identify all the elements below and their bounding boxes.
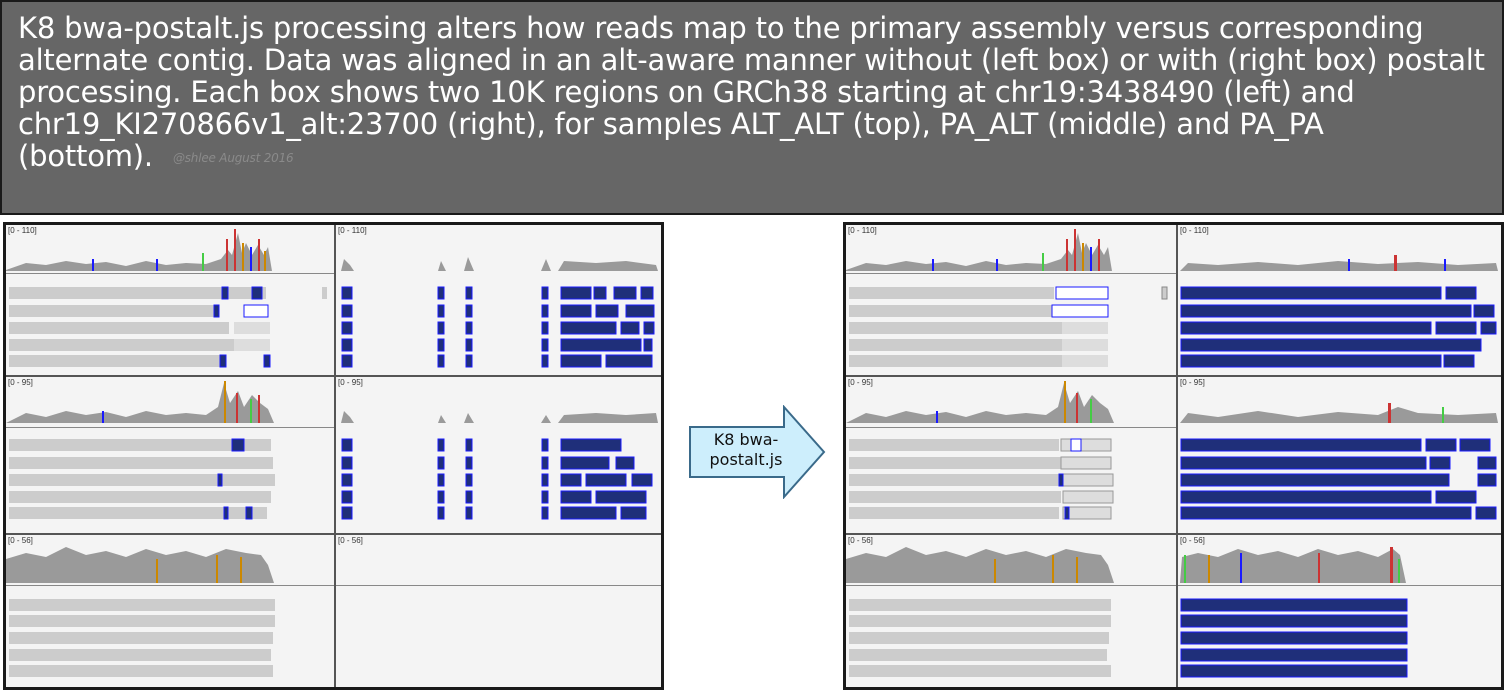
pane-pa-pa-alt-contig: [0 - 56]: [1178, 535, 1501, 687]
track-divider: [336, 585, 661, 586]
pane-alt-alt-primary: [0 - 110]: [6, 225, 334, 375]
arrow-label: K8 bwa-postalt.js: [709, 430, 783, 469]
alignment-track: [1180, 255, 1498, 368]
coverage-range-label: [0 - 110]: [338, 226, 367, 235]
alignment-track: [1180, 403, 1498, 520]
pane-pa-pa-primary: [0 - 56]: [846, 535, 1176, 687]
pane-pa-pa-primary: [0 - 56]: [6, 535, 334, 687]
track-divider: [846, 585, 1176, 586]
track-divider: [6, 427, 334, 428]
coverage-range-label: [0 - 110]: [848, 226, 877, 235]
right-box-with-postalt: [0 - 110] [0 - 110]: [843, 222, 1504, 690]
coverage-range-label: [0 - 95]: [848, 378, 873, 387]
coverage-range-label: [0 - 56]: [848, 536, 873, 545]
column-divider: [334, 225, 336, 687]
track-divider: [6, 585, 334, 586]
alignment-track: [6, 381, 275, 520]
caption-panel: K8 bwa-postalt.js processing alters how …: [0, 0, 1504, 215]
alignment-track: [341, 257, 658, 368]
caption-body: K8 bwa-postalt.js processing alters how …: [18, 11, 1485, 173]
coverage-range-label: [0 - 110]: [1180, 226, 1209, 235]
credit-watermark: @shlee August 2016: [172, 151, 294, 165]
pane-alt-alt-primary: [0 - 110]: [846, 225, 1176, 375]
pane-alt-alt-alt-contig: [0 - 110]: [1178, 225, 1501, 375]
pane-pa-alt-alt-contig: [0 - 95]: [1178, 377, 1501, 533]
row-divider: [846, 375, 1501, 377]
row-divider: [6, 375, 661, 377]
row-divider: [846, 533, 1501, 535]
column-divider: [1176, 225, 1178, 687]
coverage-range-label: [0 - 56]: [1180, 536, 1205, 545]
caption-text: K8 bwa-postalt.js processing alters how …: [18, 12, 1498, 174]
pane-pa-pa-alt-contig: [0 - 56]: [336, 535, 661, 687]
alignment-track: [1180, 547, 1408, 678]
alignment-track: [6, 547, 275, 677]
coverage-range-label: [0 - 95]: [1180, 378, 1205, 387]
track-divider: [1178, 585, 1501, 586]
alignment-track: [846, 547, 1114, 677]
row-divider: [6, 533, 661, 535]
alignment-track: [846, 381, 1114, 520]
pane-alt-alt-alt-contig: [0 - 110]: [336, 225, 661, 375]
alignment-track: [846, 229, 1168, 367]
coverage-range-label: [0 - 56]: [338, 536, 363, 545]
left-box-without-postalt: [0 - 110]: [3, 222, 664, 690]
coverage-range-label: [0 - 95]: [8, 378, 33, 387]
track-divider: [6, 273, 334, 274]
coverage-range-label: [0 - 110]: [8, 226, 37, 235]
pane-pa-alt-primary: [0 - 95]: [6, 377, 334, 533]
track-divider: [846, 427, 1176, 428]
track-divider: [846, 273, 1176, 274]
coverage-range-label: [0 - 95]: [338, 378, 363, 387]
coverage-range-label: [0 - 56]: [8, 536, 33, 545]
alignment-track: [6, 229, 327, 368]
process-arrow: [689, 405, 826, 499]
alignment-track: [341, 411, 658, 520]
pane-pa-alt-alt-contig: [0 - 95]: [336, 377, 661, 533]
pane-pa-alt-primary: [0 - 95]: [846, 377, 1176, 533]
